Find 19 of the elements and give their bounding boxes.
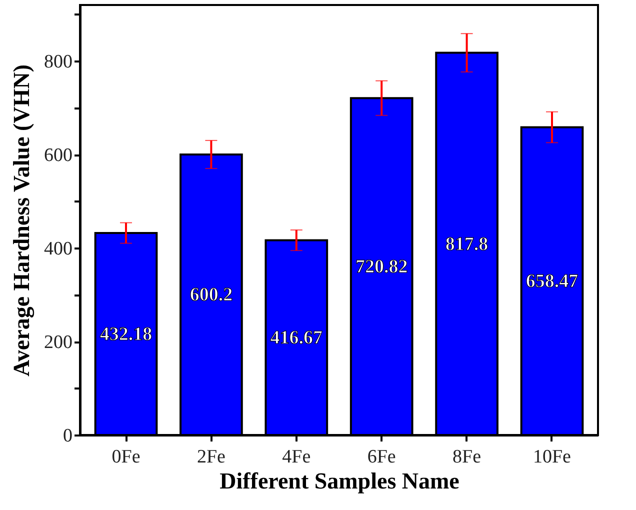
x-tick-label: 6Fe: [367, 446, 396, 468]
data-label: 432.18: [100, 324, 152, 345]
x-tick-label: 8Fe: [452, 446, 482, 468]
data-label: 720.82: [355, 256, 408, 278]
x-axis-title: Different Samples Name: [220, 468, 460, 494]
y-tick-label: 600: [44, 145, 72, 166]
x-tick-label: 4Fe: [282, 446, 311, 468]
data-label: 416.67: [270, 328, 324, 349]
y-tick-label: 200: [44, 332, 72, 354]
y-tick-label: 0: [63, 426, 72, 446]
data-label: 600.2: [190, 284, 233, 306]
x-tick-label: 10Fe: [532, 446, 571, 468]
y-axis-title: Average Hardness Value (VHN): [9, 64, 35, 376]
y-tick-label: 800: [44, 52, 72, 73]
y-tick-label: 400: [44, 238, 72, 260]
data-label: 658.47: [526, 271, 579, 292]
x-tick-label: 0Fe: [112, 446, 140, 468]
data-label: 817.8: [445, 234, 488, 255]
x-tick-label: 2Fe: [196, 446, 226, 468]
